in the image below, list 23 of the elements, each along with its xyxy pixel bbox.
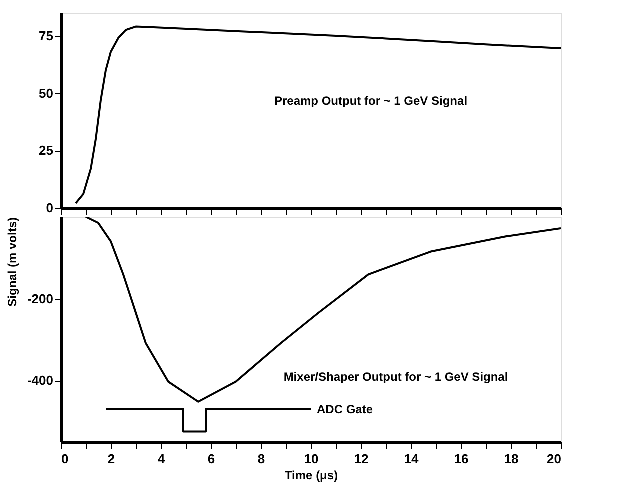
x-tick-label: 20 <box>547 452 562 466</box>
x-tick-label: 10 <box>304 452 319 466</box>
y-tick-label: 50 <box>39 86 54 101</box>
x-axis-title: Time (μs) <box>284 468 338 482</box>
annotation: Preamp Output for ~ 1 GeV Signal <box>274 94 468 108</box>
y-tick-label: -400 <box>27 373 54 388</box>
line-series <box>75 26 561 204</box>
y-tick-label: 75 <box>39 28 54 44</box>
y-axis-title: Signal (m volts) <box>5 217 20 307</box>
annotation: Mixer/Shaper Output for ~ 1 GeV Signal <box>284 370 508 384</box>
y-tick-label: -200 <box>27 291 54 306</box>
x-tick-label: 0 <box>62 452 69 466</box>
x-tick-label: 16 <box>454 452 469 466</box>
x-tick-label: 14 <box>404 452 420 466</box>
x-tick-label: 12 <box>354 452 369 466</box>
x-tick-label: 4 <box>158 452 166 466</box>
x-tick-label: 18 <box>504 452 519 466</box>
y-tick-label: 0 <box>46 200 54 216</box>
series-label: ADC Gate <box>317 402 374 416</box>
y-tick-label: 25 <box>39 143 54 158</box>
x-tick-label: 8 <box>258 452 266 466</box>
x-tick-label: 6 <box>208 452 216 466</box>
x-tick-label: 2 <box>108 452 116 466</box>
